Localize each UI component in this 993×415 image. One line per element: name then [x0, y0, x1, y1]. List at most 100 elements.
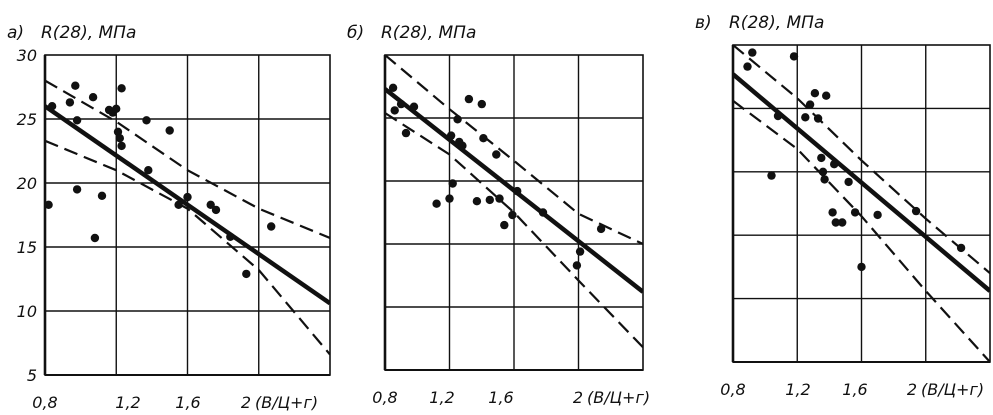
data-point	[822, 91, 831, 100]
data-point	[831, 218, 840, 227]
data-point	[71, 81, 80, 90]
data-point	[818, 167, 828, 176]
data-point	[445, 194, 454, 203]
x-tick-label: 1,2	[785, 380, 810, 399]
x-axis-label: (В/Ц+г)	[255, 393, 318, 412]
data-point	[165, 126, 174, 135]
lower-confidence-band	[385, 112, 643, 349]
data-point	[813, 114, 823, 123]
data-point	[810, 89, 820, 98]
data-point	[432, 199, 441, 208]
data-point	[743, 62, 752, 71]
data-point	[748, 48, 757, 57]
data-point	[448, 179, 457, 188]
data-point	[956, 243, 966, 253]
x-tick-label: 1,2	[429, 388, 454, 407]
x-tick-label: 0,8	[720, 380, 745, 399]
panel-label: в)	[695, 13, 712, 33]
x-tick-label: 2	[573, 388, 583, 407]
x-axis-label: (В/Ц+г)	[921, 380, 984, 399]
data-point	[211, 205, 221, 215]
data-point	[113, 127, 123, 136]
x-tick-label: 1,6	[488, 388, 513, 407]
data-point	[47, 102, 57, 111]
data-point	[477, 99, 486, 109]
y-tick-label: 30	[17, 46, 37, 65]
y-tick-label: 15	[17, 238, 37, 257]
regression-line	[733, 72, 990, 293]
data-point	[820, 175, 829, 184]
y-tick-label: 25	[17, 110, 37, 129]
data-point	[117, 141, 126, 151]
data-point	[242, 269, 251, 279]
x-tick-label: 1,2	[115, 393, 140, 412]
data-point	[817, 153, 826, 163]
data-point	[773, 111, 783, 121]
data-point	[409, 102, 419, 111]
data-point	[500, 220, 509, 230]
upper-confidence-band	[733, 45, 990, 275]
data-point	[830, 160, 839, 169]
data-point	[226, 232, 235, 241]
data-point	[183, 192, 192, 202]
x-tick-label: 1,6	[842, 380, 867, 399]
lower-confidence-band	[733, 99, 990, 362]
data-point	[508, 210, 517, 220]
data-point	[174, 200, 183, 209]
data-point	[72, 116, 82, 125]
data-point	[873, 210, 882, 220]
data-point	[572, 261, 582, 270]
data-point	[789, 52, 799, 61]
data-point	[575, 247, 585, 256]
data-point	[472, 197, 482, 206]
data-point	[479, 134, 488, 143]
x-tick-label: 0,8	[372, 388, 397, 407]
data-point	[396, 99, 406, 109]
panel-label: б)	[347, 23, 364, 43]
data-point	[401, 128, 411, 138]
y-axis-label: R(28), МПа	[41, 23, 136, 43]
data-point	[390, 106, 399, 115]
data-point	[805, 100, 815, 109]
data-point	[458, 141, 467, 150]
data-point	[838, 218, 847, 227]
y-axis-label: R(28), МПа	[729, 13, 824, 33]
data-point	[88, 93, 98, 102]
x-tick-label: 2	[241, 393, 251, 412]
data-point	[142, 116, 151, 125]
data-point	[828, 208, 837, 217]
data-point	[388, 83, 398, 93]
data-point	[117, 84, 126, 93]
data-point	[97, 191, 107, 200]
regression-line	[45, 104, 330, 306]
data-point	[767, 171, 776, 180]
x-tick-label: 1,6	[175, 393, 200, 412]
upper-confidence-band	[385, 55, 643, 245]
data-point	[911, 206, 921, 216]
y-tick-label: 5	[27, 366, 37, 385]
y-tick-label: 10	[17, 302, 37, 321]
data-point	[72, 185, 82, 194]
data-point	[464, 94, 474, 104]
data-point	[115, 134, 125, 143]
data-point	[206, 200, 215, 209]
data-point	[801, 113, 810, 122]
data-point	[267, 222, 276, 231]
data-point	[65, 98, 75, 107]
data-point	[596, 224, 606, 234]
y-axis-label: R(28), МПа	[381, 23, 476, 43]
data-point	[90, 233, 100, 243]
data-point	[513, 186, 522, 196]
data-point	[538, 208, 548, 217]
data-point	[453, 115, 462, 124]
data-point	[112, 104, 121, 114]
upper-confidence-band	[45, 79, 330, 240]
data-point	[844, 177, 853, 187]
lower-confidence-band	[45, 139, 330, 356]
data-point	[495, 194, 504, 203]
data-point	[857, 262, 866, 272]
data-point	[446, 131, 456, 140]
y-tick-label: 20	[17, 174, 37, 193]
